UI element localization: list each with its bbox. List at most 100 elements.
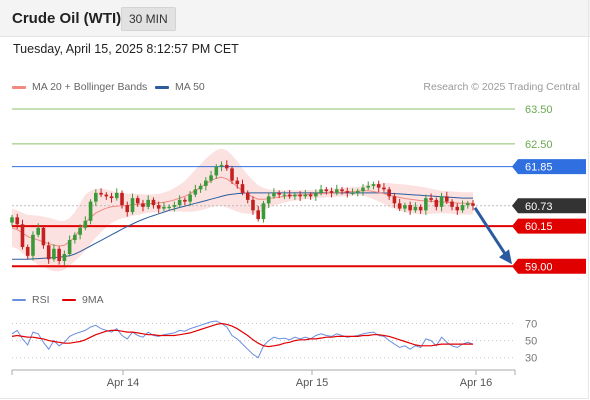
candle-body — [114, 192, 119, 199]
x-tick-label: Apr 14 — [107, 377, 139, 389]
level-label-63.50: 63.50 — [525, 104, 553, 116]
x-tick-label: Apr 15 — [296, 377, 328, 389]
candle-body — [334, 189, 339, 193]
legend-ma20: MA 20 + Bollinger Bands — [12, 81, 147, 93]
candle-body — [224, 164, 229, 169]
candle-body — [403, 205, 407, 209]
candle-body — [361, 187, 365, 192]
candle-body — [460, 205, 465, 211]
candle-body — [52, 248, 56, 260]
forecast-arrow-shaft — [473, 206, 508, 257]
candle-body — [293, 194, 297, 197]
candle-body — [308, 194, 313, 197]
candle-body — [188, 194, 192, 202]
candle-body — [256, 210, 261, 220]
candle-body — [418, 206, 423, 211]
timeframe-button[interactable]: 30 MIN — [121, 7, 176, 31]
rsi-tick-50: 50 — [525, 336, 537, 348]
level-tag-60.73 — [512, 198, 586, 214]
candle-body — [324, 189, 329, 192]
candle-body — [408, 205, 412, 211]
legend-ma9: 9MA — [62, 294, 104, 306]
candle-body — [99, 192, 103, 195]
level-tag-text-59.00: 59.00 — [525, 261, 553, 273]
candle-body — [20, 224, 25, 248]
bollinger-band — [12, 148, 473, 272]
candle-body — [104, 194, 109, 197]
candle-body — [67, 240, 72, 255]
legend-ma20-label: MA 20 + Bollinger Bands — [32, 81, 148, 93]
candle-body — [167, 206, 171, 209]
candle-body — [46, 245, 51, 260]
candle-body — [371, 184, 376, 186]
candle-body — [230, 168, 234, 181]
candle-body — [109, 196, 114, 199]
level-tag-61.85 — [512, 159, 586, 175]
candle-body — [329, 191, 334, 193]
ma50-swatch — [155, 85, 169, 89]
ma9-swatch — [62, 299, 76, 302]
legend-ma9-label: 9MA — [82, 294, 104, 306]
candle-body — [41, 227, 46, 246]
candle-body — [141, 203, 145, 207]
candle-body — [424, 198, 428, 211]
level-tag-59.00 — [512, 258, 586, 274]
candle-body — [214, 166, 219, 176]
timestamp: Tuesday, April 15, 2025 8:12:57 PM CET — [13, 42, 239, 56]
copyright-text: Research © 2025 Trading Central — [423, 81, 580, 93]
candle-body — [366, 185, 371, 188]
candle-body — [345, 191, 350, 193]
instrument-title: Crude Oil (WTI) — [12, 10, 122, 27]
level-tag-text-60.73: 60.73 — [525, 201, 553, 213]
candle-body — [261, 203, 266, 220]
candle-body — [287, 194, 292, 197]
candle-body — [350, 192, 355, 195]
candle-body — [73, 234, 77, 241]
level-tag-60.15 — [512, 218, 586, 234]
legend-ma50: MA 50 — [155, 81, 205, 93]
candle-body — [387, 189, 391, 197]
candle-body — [94, 192, 98, 202]
candle-body — [219, 164, 224, 167]
candle-body — [25, 247, 30, 256]
x-tick-label: Apr 16 — [460, 377, 492, 389]
candle-body — [151, 199, 156, 206]
candle-body — [450, 201, 454, 207]
candle-body — [209, 175, 213, 181]
candle-body — [198, 185, 203, 190]
candle-body — [62, 254, 67, 262]
candle-body — [156, 205, 161, 209]
ma20-swatch — [12, 85, 26, 89]
candle-body — [340, 189, 344, 192]
candle-body — [314, 192, 318, 197]
rsi-tick-70: 70 — [525, 319, 537, 331]
candle-body — [471, 203, 475, 206]
candle-body — [397, 203, 402, 209]
candle-body — [245, 192, 250, 200]
candle-body — [10, 217, 14, 223]
candle-body — [31, 234, 35, 256]
candle-body — [455, 206, 460, 211]
candle-body — [298, 194, 302, 197]
candle-body — [382, 187, 386, 190]
candle-body — [434, 199, 439, 207]
candle-body — [78, 227, 82, 235]
candle-body — [266, 196, 271, 204]
header-bar: Crude Oil (WTI) 30 MIN — [0, 0, 590, 37]
legend-ma50-label: MA 50 — [175, 81, 205, 93]
candle-body — [146, 199, 151, 207]
candle-body — [272, 192, 276, 197]
candle-body — [57, 248, 61, 262]
candle-body — [439, 196, 444, 207]
candle-body — [204, 180, 208, 186]
level-label-62.50: 62.50 — [525, 139, 553, 151]
candle-body — [15, 217, 20, 225]
rsi-tick-30: 30 — [525, 353, 537, 365]
rsi-swatch — [12, 299, 26, 302]
candle-body — [83, 220, 88, 228]
candle-body — [88, 201, 93, 221]
candle-body — [130, 198, 135, 213]
candle-body — [240, 184, 245, 193]
level-tag-text-61.85: 61.85 — [525, 162, 553, 174]
